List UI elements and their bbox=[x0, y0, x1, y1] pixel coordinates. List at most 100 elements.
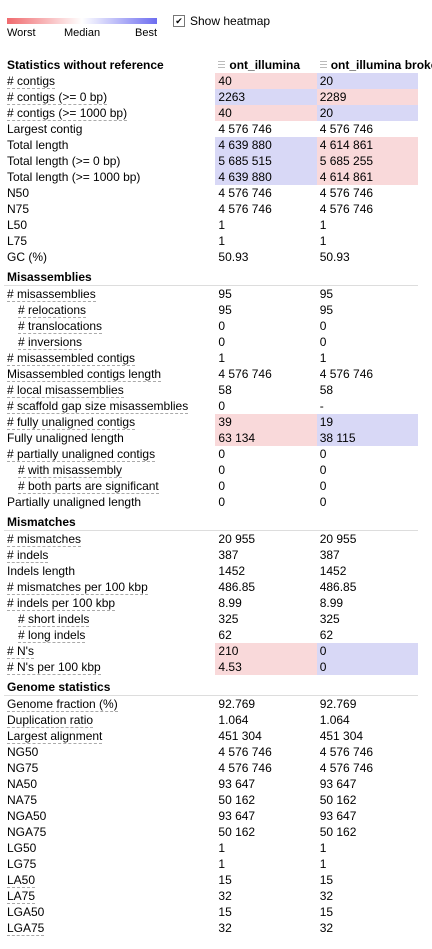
heatmap-checkbox[interactable]: ✔ bbox=[173, 15, 185, 27]
metric-label[interactable]: Largest alignment bbox=[7, 729, 103, 744]
metric-label: NA75 bbox=[7, 793, 38, 807]
table-row: # misassembled contigs 1 1 bbox=[4, 350, 418, 366]
table-row: # local misassemblies 58 58 bbox=[4, 382, 418, 398]
metric-label: Largest contig bbox=[7, 122, 83, 136]
value-cell: 62 bbox=[218, 628, 232, 642]
metric-label[interactable]: # long indels bbox=[18, 628, 86, 643]
metric-cell: LG50 bbox=[4, 840, 215, 856]
drag-handle-icon[interactable] bbox=[319, 61, 327, 71]
metric-label[interactable]: # partially unaligned contigs bbox=[7, 447, 156, 462]
metric-label[interactable]: # inversions bbox=[18, 335, 83, 350]
table-row: # mismatches 20 955 20 955 bbox=[4, 531, 418, 547]
value-cell: 486.85 bbox=[319, 580, 357, 594]
metric-cell: Duplication ratio bbox=[4, 712, 215, 728]
metric-cell: Partially unaligned length bbox=[4, 494, 215, 510]
value-cell: 210 bbox=[215, 643, 317, 659]
metric-cell: NA50 bbox=[4, 776, 215, 792]
value-cell: 4 576 746 bbox=[218, 122, 272, 136]
metric-label[interactable]: # relocations bbox=[18, 303, 87, 318]
header-assembly-1[interactable]: ont_illumina bbox=[215, 57, 316, 73]
metric-label[interactable]: Misassembled contigs length bbox=[7, 367, 162, 382]
value-cell: 40 bbox=[215, 105, 317, 121]
drag-handle-icon[interactable] bbox=[218, 61, 226, 71]
value-cell: 20 955 bbox=[319, 532, 357, 546]
value-cell: 95 bbox=[218, 287, 232, 301]
metric-label[interactable]: # indels per 100 kbp bbox=[7, 596, 116, 611]
metric-label[interactable]: Duplication ratio bbox=[7, 713, 94, 728]
metric-label[interactable]: # mismatches per 100 kbp bbox=[7, 580, 148, 595]
metric-label[interactable]: # fully unaligned contigs bbox=[7, 415, 136, 430]
table-row: # mismatches per 100 kbp 486.85 486.85 bbox=[4, 579, 418, 595]
value-cell: 38 115 bbox=[316, 430, 418, 446]
value-cell: 1452 bbox=[319, 564, 347, 578]
metric-cell: # misassemblies bbox=[4, 286, 215, 302]
value-cell: 4 614 861 bbox=[316, 169, 418, 185]
value-cell: 0 bbox=[319, 335, 327, 349]
value-cell: 4 576 746 bbox=[319, 745, 374, 759]
metric-cell: NG75 bbox=[4, 760, 215, 776]
metric-label[interactable]: # misassemblies bbox=[7, 287, 96, 302]
metric-label[interactable]: # local misassemblies bbox=[7, 383, 124, 398]
section-header: Mismatches bbox=[4, 510, 418, 531]
metric-label[interactable]: # short indels bbox=[18, 612, 90, 627]
metric-label[interactable]: # mismatches bbox=[7, 532, 82, 547]
table-row: Largest alignment 451 304 451 304 bbox=[4, 728, 418, 744]
metric-cell: Total length bbox=[4, 137, 215, 153]
value-cell: 4 576 746 bbox=[218, 745, 272, 759]
table-row: NG75 4 576 746 4 576 746 bbox=[4, 760, 418, 776]
metric-label[interactable]: LGA75 bbox=[7, 921, 45, 936]
value-cell: 4 576 746 bbox=[218, 202, 272, 216]
metric-label: N50 bbox=[7, 186, 30, 200]
table-row: GC (%) 50.93 50.93 bbox=[4, 249, 418, 265]
value-cell: 95 bbox=[319, 287, 334, 301]
metric-cell: # mismatches bbox=[4, 531, 215, 547]
value-cell: - bbox=[319, 399, 324, 413]
heatmap-legend: Worst Median Best bbox=[7, 17, 157, 47]
table-row: Total length (>= 1000 bp) 4 639 880 4 614 … bbox=[4, 169, 418, 185]
metric-label[interactable]: # contigs (>= 0 bp) bbox=[7, 90, 108, 105]
metric-cell: # contigs (>= 0 bp) bbox=[4, 89, 215, 105]
metric-label[interactable]: # misassembled contigs bbox=[7, 351, 136, 366]
table-row: Misassembled contigs length 4 576 746 4 57… bbox=[4, 366, 418, 382]
metric-label[interactable]: # translocations bbox=[18, 319, 103, 334]
value-cell: 32 bbox=[218, 889, 232, 903]
value-cell: 92.769 bbox=[319, 697, 357, 711]
section-title: Mismatches bbox=[4, 510, 418, 531]
show-heatmap-toggle[interactable]: ✔ Show heatmap bbox=[173, 14, 270, 28]
section-title: Misassemblies bbox=[4, 265, 418, 286]
header-assembly-2[interactable]: ont_illumina broken bbox=[317, 57, 432, 73]
table-row: # indels per 100 kbp 8.99 8.99 bbox=[4, 595, 418, 611]
metric-label[interactable]: # both parts are significant bbox=[18, 479, 159, 494]
metric-label[interactable]: # indels bbox=[7, 548, 49, 563]
metric-cell: # contigs (>= 1000 bp) bbox=[4, 105, 215, 121]
table-row: LA50 15 15 bbox=[4, 872, 418, 888]
table-row: LGA50 15 15 bbox=[4, 904, 418, 920]
value-cell: 93 647 bbox=[319, 809, 357, 823]
metric-cell: # N's bbox=[4, 643, 215, 659]
table-row: NGA75 50 162 50 162 bbox=[4, 824, 418, 840]
value-cell: 20 bbox=[316, 73, 418, 89]
metric-label[interactable]: LA50 bbox=[7, 873, 36, 888]
metric-label[interactable]: # contigs (>= 1000 bp) bbox=[7, 106, 128, 121]
value-cell: 15 bbox=[319, 905, 334, 919]
value-cell: 4 639 880 bbox=[215, 169, 317, 185]
table-header: Statistics without reference ont_illumin… bbox=[4, 57, 432, 73]
metric-label: LG75 bbox=[7, 857, 37, 871]
value-cell: 2289 bbox=[316, 89, 418, 105]
metric-label[interactable]: # N's per 100 kbp bbox=[7, 660, 101, 675]
metric-label[interactable]: # with misassembly bbox=[18, 463, 123, 478]
statistics-table: Statistics without reference ont_illumin… bbox=[4, 57, 432, 936]
value-cell: 0 bbox=[319, 447, 327, 461]
metric-label: Total length (>= 1000 bp) bbox=[7, 170, 141, 184]
metric-label[interactable]: # contigs bbox=[7, 74, 56, 89]
metric-cell: Indels length bbox=[4, 563, 215, 579]
value-cell: 50.93 bbox=[218, 250, 249, 264]
metric-cell: N50 bbox=[4, 185, 215, 201]
metric-label: Partially unaligned length bbox=[7, 495, 142, 509]
metric-label[interactable]: Genome fraction (%) bbox=[7, 697, 118, 712]
metric-label[interactable]: LA75 bbox=[7, 889, 36, 904]
metric-label[interactable]: # scaffold gap size misassemblies bbox=[7, 399, 189, 414]
metric-cell: NGA50 bbox=[4, 808, 215, 824]
legend-worst: Worst bbox=[7, 27, 36, 39]
metric-label[interactable]: # N's bbox=[7, 644, 34, 659]
